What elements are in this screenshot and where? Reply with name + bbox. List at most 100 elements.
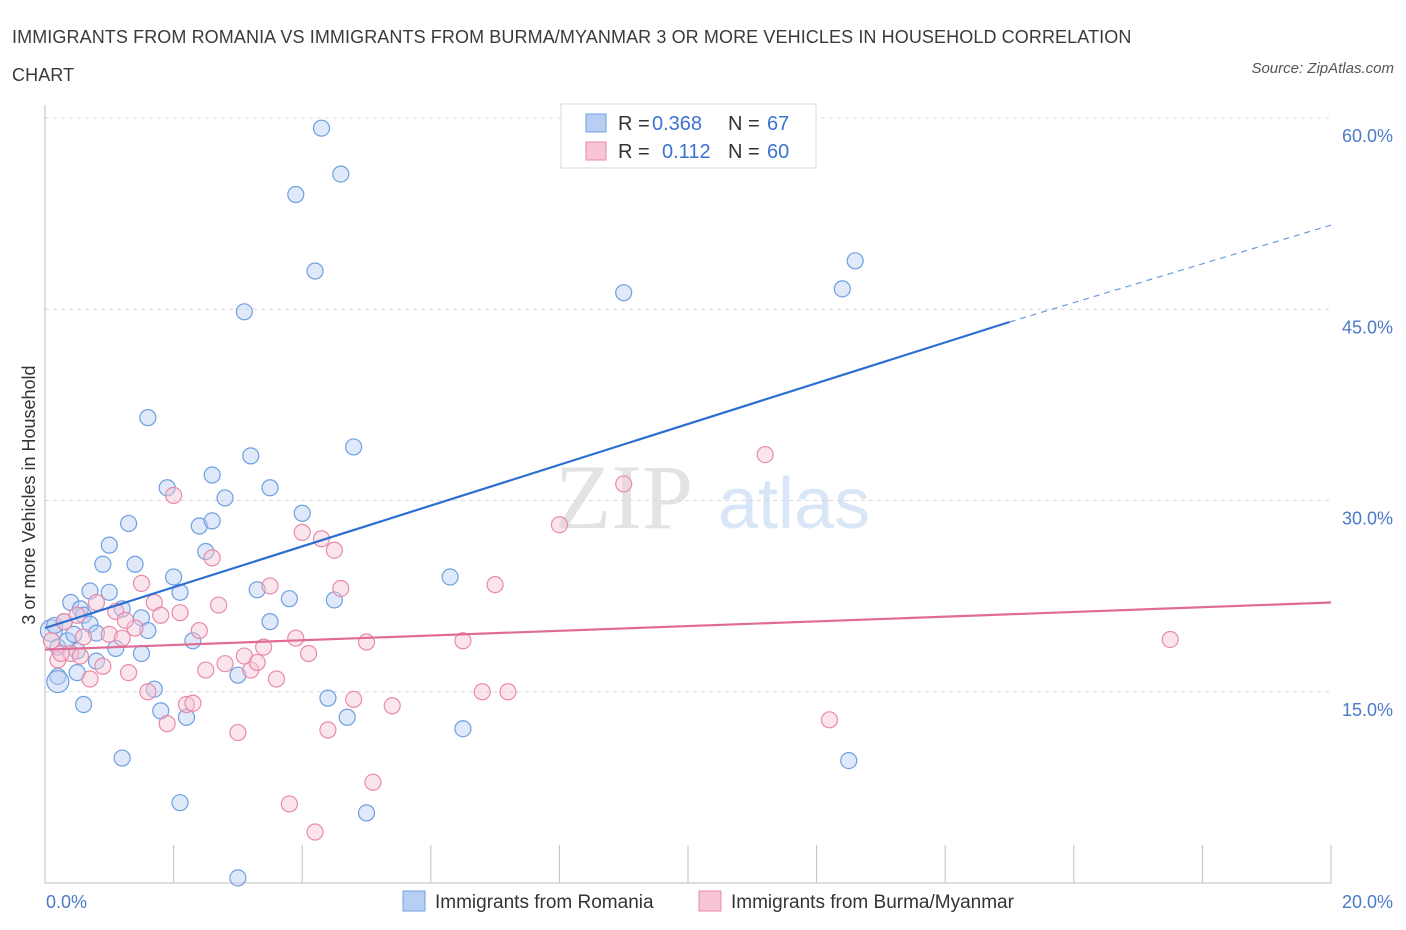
y-axis-label: 3 or more Vehicles in Household (19, 365, 39, 624)
burma-point-7 (87, 593, 106, 612)
y-tick-label-2: 45.0% (1342, 317, 1393, 337)
y-tick-label-3: 60.0% (1342, 126, 1393, 146)
romania-points (39, 119, 864, 887)
romania-trend-line (44, 320, 1010, 630)
burma-point-42 (325, 541, 343, 559)
legend-burma-r-label: R = (618, 141, 650, 163)
burma-point-22 (184, 694, 202, 712)
romania-point-42 (261, 479, 279, 497)
burma-point-36 (287, 629, 305, 647)
burma-point-55 (820, 711, 839, 729)
romania-point-64 (846, 252, 864, 270)
romania-point-36 (203, 512, 221, 530)
burma-point-38 (300, 644, 318, 663)
romania-point-47 (306, 262, 324, 280)
watermark-zip: ZIP (555, 446, 693, 548)
romania-point-56 (113, 749, 131, 767)
legend-burma-r-value: 0.112 (662, 141, 711, 163)
burma-point-21 (177, 695, 196, 714)
burma-point-27 (216, 655, 234, 673)
burma-point-46 (364, 773, 382, 791)
x-tick-label-max: 20.0% (1342, 892, 1393, 912)
burma-points (42, 446, 1179, 841)
burma-point-14 (132, 574, 151, 592)
burma-point-49 (473, 683, 491, 701)
romania-point-61 (615, 284, 633, 302)
legend-swatch-burma (585, 141, 607, 161)
romania-point-37 (216, 489, 234, 507)
axes (44, 105, 1332, 884)
burma-point-54 (756, 446, 774, 464)
romania-point-14 (87, 624, 106, 642)
burma-point-8 (94, 657, 112, 675)
chart-title: IMMIGRANTS FROM ROMANIA VS IMMIGRANTS FR… (12, 27, 1132, 85)
burma-point-24 (197, 661, 215, 679)
romania-point-62 (833, 280, 851, 298)
bottom-legend-swatch-romania (402, 890, 426, 912)
romania-trend-extension (1009, 224, 1332, 323)
romania-point-55 (171, 794, 189, 812)
romania-point-43 (261, 613, 279, 631)
burma-point-9 (100, 625, 118, 643)
burma-point-6 (81, 670, 99, 688)
legend-romania-r-value: 0.368 (652, 113, 702, 135)
burma-point-25 (203, 549, 221, 567)
romania-point-7 (65, 625, 83, 643)
burma-point-43 (332, 579, 350, 598)
legend-romania-n-value: 67 (767, 113, 789, 135)
romania-point-33 (190, 517, 208, 535)
romania-point-51 (332, 165, 350, 183)
romania-point-17 (100, 583, 118, 601)
burma-point-15 (139, 683, 157, 701)
romania-point-11 (74, 695, 93, 714)
romania-point-34 (197, 542, 215, 561)
romania-point-41 (248, 581, 266, 599)
romania-point-29 (165, 568, 183, 586)
burma-point-31 (248, 653, 266, 672)
romania-point-21 (119, 514, 138, 533)
burma-point-18 (158, 715, 176, 733)
legend-burma-n-value: 60 (767, 141, 789, 163)
romania-point-65 (46, 669, 70, 694)
romania-point-45 (287, 185, 305, 204)
burma-point-19 (165, 486, 183, 504)
romania-point-40 (242, 447, 260, 465)
burma-point-51 (499, 683, 517, 701)
burma-point-37 (293, 523, 311, 541)
chart-source: Source: ZipAtlas.com (1251, 60, 1394, 77)
romania-point-63 (840, 751, 858, 770)
burma-point-32 (255, 638, 273, 656)
bottom-legend-swatch-burma (698, 890, 722, 912)
romania-point-24 (132, 644, 151, 663)
burma-point-44 (345, 690, 363, 709)
burma-point-47 (383, 697, 401, 715)
romania-point-22 (126, 555, 144, 573)
burma-point-33 (261, 577, 279, 595)
romania-point-57 (139, 409, 157, 427)
y-tick-label-1: 30.0% (1342, 509, 1393, 529)
burma-point-45 (357, 633, 376, 651)
burma-point-12 (119, 664, 138, 682)
burma-point-17 (152, 606, 170, 624)
burma-point-39 (306, 823, 324, 841)
bottom-legend-romania: Immigrants from Romania (435, 892, 654, 913)
burma-point-23 (190, 621, 208, 640)
romania-point-35 (203, 466, 221, 484)
burma-point-26 (210, 596, 228, 614)
romania-point-44 (280, 590, 298, 608)
burma-point-28 (229, 723, 247, 742)
romania-point-48 (312, 119, 331, 137)
romania-point-53 (345, 438, 363, 456)
romania-point-46 (293, 504, 311, 522)
romania-point-52 (338, 708, 356, 726)
y-tick-labels: 15.0% 30.0% 45.0% 60.0% (1342, 126, 1393, 720)
correlation-legend: R = 0.368 N = 67 R = 0.112 N = 60 (560, 103, 817, 169)
legend-burma-n-label: N = (728, 141, 760, 163)
y-tick-label-0: 15.0% (1342, 700, 1393, 720)
burma-point-52 (550, 516, 569, 534)
burma-point-58 (71, 647, 89, 665)
series-legend: Immigrants from Romania Immigrants from … (402, 890, 1015, 913)
romania-point-58 (229, 869, 247, 887)
romania-point-49 (319, 689, 337, 707)
